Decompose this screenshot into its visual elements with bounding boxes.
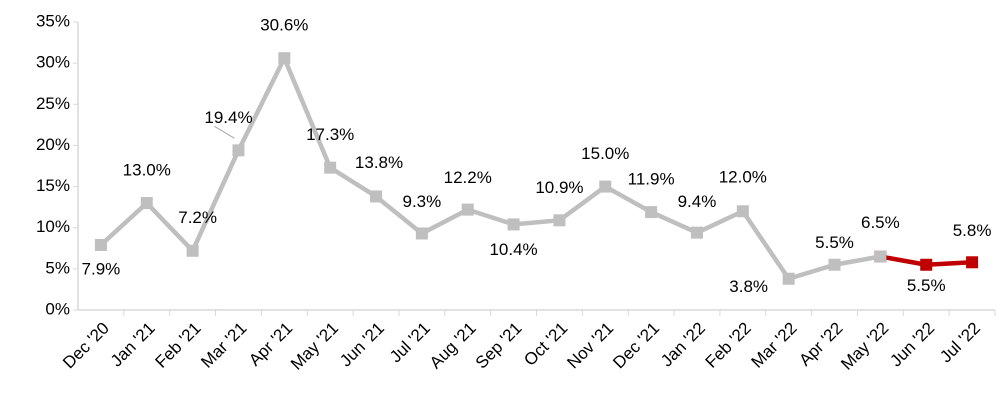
data-label: 9.4% <box>678 192 717 211</box>
x-tick-label: Oct '21 <box>520 319 571 370</box>
y-tick-label: 30% <box>36 53 70 72</box>
x-tick-label: Jan '21 <box>107 319 159 371</box>
marker <box>553 214 566 227</box>
marker <box>370 190 383 203</box>
data-label: 30.6% <box>260 16 308 35</box>
marker <box>736 205 749 218</box>
data-label: 5.8% <box>953 221 992 240</box>
marker <box>324 161 337 174</box>
y-tick-label: 15% <box>36 176 70 195</box>
x-tick-label: Feb '21 <box>151 319 204 372</box>
marker <box>94 238 107 251</box>
data-label: 19.4% <box>204 108 252 127</box>
x-tick-label: Dec '21 <box>609 319 663 373</box>
data-label: 9.3% <box>403 192 442 211</box>
marker <box>599 180 612 193</box>
y-tick-label: 0% <box>45 299 70 318</box>
x-tick-label: May '21 <box>287 319 342 374</box>
data-label: 10.9% <box>535 178 583 197</box>
marker <box>186 244 199 257</box>
data-label: 17.3% <box>306 125 354 144</box>
x-tick-label: Sep '21 <box>472 319 526 373</box>
data-label: 7.9% <box>82 259 121 278</box>
data-label: 5.5% <box>907 276 946 295</box>
x-tick-label: Jun '21 <box>336 319 388 371</box>
marker <box>461 203 474 216</box>
marker <box>874 250 887 263</box>
data-label: 6.5% <box>861 213 900 232</box>
marker <box>920 258 933 271</box>
marker <box>782 272 795 285</box>
x-tick-label: Mar '21 <box>197 319 250 372</box>
x-tick-label: Nov '21 <box>563 319 617 373</box>
x-tick-label: May '22 <box>837 319 892 374</box>
x-tick-label: Jun '22 <box>886 319 938 371</box>
y-tick-label: 10% <box>36 217 70 236</box>
marker <box>140 197 153 210</box>
data-label: 13.8% <box>355 153 403 172</box>
marker <box>690 226 703 239</box>
data-label: 11.9% <box>628 170 675 189</box>
y-tick-label: 35% <box>36 11 70 30</box>
data-label: 12.2% <box>444 168 492 187</box>
marker <box>507 218 520 231</box>
y-tick-label: 25% <box>36 94 70 113</box>
data-label: 10.4% <box>489 240 537 259</box>
x-tick-label: Jul '22 <box>936 319 984 367</box>
data-label: 13.0% <box>123 161 171 180</box>
x-tick-label: Mar '22 <box>748 319 801 372</box>
marker <box>232 144 245 157</box>
marker <box>415 227 428 240</box>
x-tick-label: Dec '20 <box>59 319 113 373</box>
data-label: 7.2% <box>178 208 217 227</box>
data-label: 15.0% <box>581 144 629 163</box>
marker <box>645 206 658 219</box>
data-label: 3.8% <box>729 277 768 296</box>
x-tick-label: Feb '22 <box>702 319 755 372</box>
marker <box>278 52 291 65</box>
x-tick-label: Jan '22 <box>657 319 709 371</box>
data-label: 5.5% <box>815 233 854 252</box>
leader-line <box>214 125 235 139</box>
x-tick-label: Aug '21 <box>426 319 480 373</box>
y-tick-label: 5% <box>45 258 70 277</box>
marker <box>966 256 979 269</box>
data-label: 12.0% <box>719 168 767 187</box>
y-tick-label: 20% <box>36 135 70 154</box>
marker <box>828 258 841 271</box>
line <box>99 55 881 281</box>
